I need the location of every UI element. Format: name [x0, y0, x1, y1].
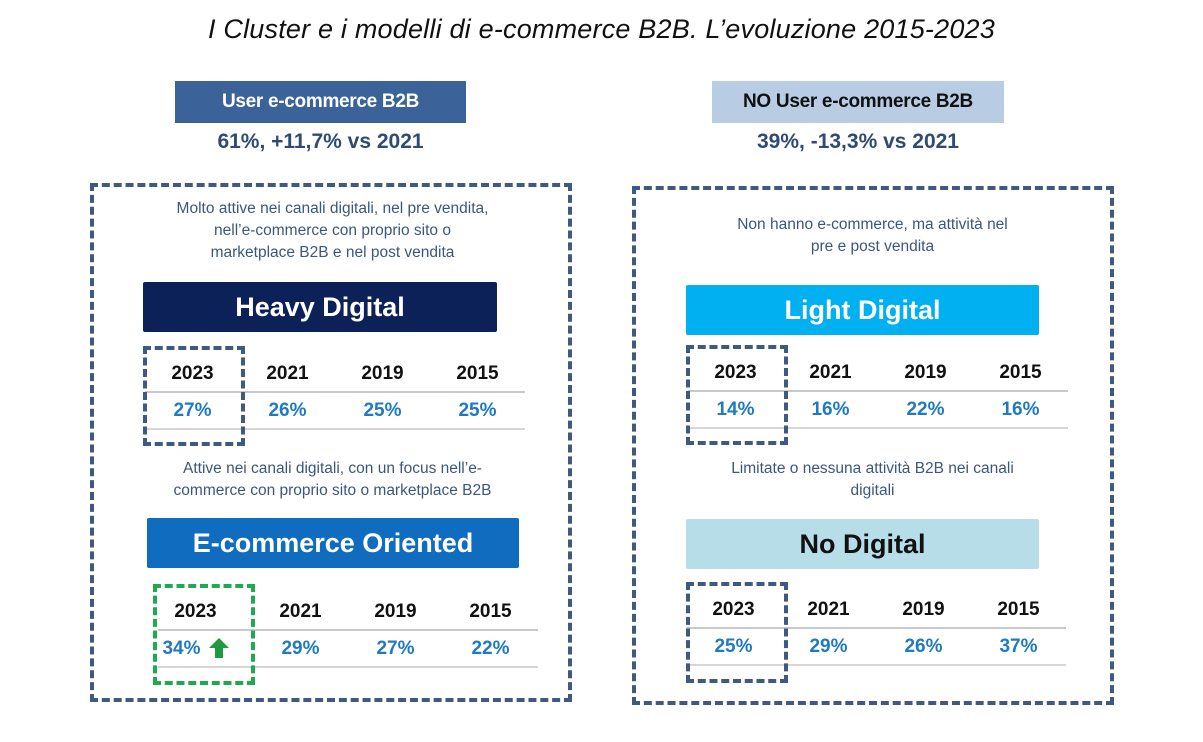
table-value-row: 34% 29% 27% 22% [158, 631, 538, 668]
value-cell: 27% [376, 637, 415, 659]
table-header-row: 2023 2021 2019 2015 [145, 356, 525, 393]
table-value-row: 27% 26% 25% 25% [145, 393, 525, 430]
no-user-ecommerce-header: NO User e-commerce B2B [712, 81, 1004, 123]
value-cell: 29% [809, 635, 848, 657]
value-cell: 26% [904, 635, 943, 657]
value-cell: 16% [811, 398, 850, 420]
light-digital-description: Non hanno e-commerce, ma attività nel pr… [645, 214, 1100, 258]
description-line: Non hanno e-commerce, ma attività nel [737, 216, 1008, 233]
year-cell: 2023 [171, 362, 214, 384]
user-ecommerce-header: User e-commerce B2B [175, 81, 466, 123]
value-text: 34% [162, 637, 201, 659]
table-header-row: 2023 2021 2019 2015 [688, 355, 1068, 392]
year-cell: 2023 [714, 361, 757, 383]
description-line: pre e post vendita [810, 238, 935, 255]
ecommerce-oriented-table: 2023 2021 2019 2015 34% 29% 27% 22% [158, 594, 538, 668]
value-cell: 34% [148, 638, 243, 660]
no-user-ecommerce-stat: 39%, -13,3% vs 2021 [757, 130, 959, 153]
value-cell: 16% [1001, 398, 1040, 420]
no-user-group-box [632, 186, 1114, 705]
table-header-row: 2023 2021 2019 2015 [686, 592, 1066, 629]
description-line: nell’e-commerce con proprio sito o [214, 222, 451, 239]
no-digital-2023-highlight [686, 582, 788, 683]
year-cell: 2021 [279, 600, 322, 622]
year-cell: 2021 [807, 598, 850, 620]
page-title: I Cluster e i modelli di e-commerce B2B.… [207, 14, 995, 44]
value-cell: 29% [281, 637, 320, 659]
value-cell: 25% [714, 635, 753, 657]
table-header-row: 2023 2021 2019 2015 [158, 594, 538, 631]
value-cell: 25% [363, 399, 402, 421]
ecommerce-oriented-description: Attive nei canali digitali, con un focus… [105, 458, 560, 502]
user-ecommerce-stat: 61%, +11,7% vs 2021 [217, 130, 424, 153]
no-digital-table: 2023 2021 2019 2015 25% 29% 26% 37% [686, 592, 1066, 666]
light-digital-2023-highlight [686, 345, 788, 445]
light-digital-label: Light Digital [686, 285, 1039, 335]
description-line: Limitate o nessuna attività B2B nei cana… [731, 460, 1014, 477]
table-value-row: 14% 16% 22% 16% [688, 392, 1068, 429]
year-cell: 2015 [997, 598, 1040, 620]
year-cell: 2015 [999, 361, 1042, 383]
year-cell: 2019 [361, 362, 404, 384]
year-cell: 2023 [174, 600, 217, 622]
user-group-box [90, 183, 572, 702]
year-cell: 2021 [266, 362, 309, 384]
description-line: marketplace B2B e nel post vendita [210, 244, 455, 261]
light-digital-table: 2023 2021 2019 2015 14% 16% 22% 16% [688, 355, 1068, 429]
year-cell: 2019 [904, 361, 947, 383]
table-value-row: 25% 29% 26% 37% [686, 629, 1066, 666]
description-line: digitali [850, 482, 895, 499]
value-cell: 22% [471, 637, 510, 659]
ecommerce-oriented-2023-highlight [153, 584, 255, 685]
heavy-digital-description: Molto attive nei canali digitali, nel pr… [105, 198, 560, 264]
value-cell: 14% [716, 398, 755, 420]
description-line: commerce con proprio sito o marketplace … [173, 482, 492, 499]
heavy-digital-2023-highlight [143, 346, 245, 446]
up-arrow-icon [208, 638, 229, 659]
description-line: Attive nei canali digitali, con un focus… [183, 460, 482, 477]
value-cell: 26% [268, 399, 307, 421]
description-line: Molto attive nei canali digitali, nel pr… [176, 200, 489, 217]
heavy-digital-label: Heavy Digital [143, 282, 497, 332]
ecommerce-oriented-label: E-commerce Oriented [147, 518, 519, 568]
no-digital-description: Limitate o nessuna attività B2B nei cana… [645, 458, 1100, 502]
year-cell: 2015 [456, 362, 499, 384]
heavy-digital-table: 2023 2021 2019 2015 27% 26% 25% 25% [145, 356, 525, 430]
year-cell: 2015 [469, 600, 512, 622]
value-cell: 27% [173, 399, 212, 421]
year-cell: 2019 [374, 600, 417, 622]
no-digital-label: No Digital [686, 519, 1039, 569]
value-cell: 37% [999, 635, 1038, 657]
year-cell: 2019 [902, 598, 945, 620]
value-cell: 25% [458, 399, 497, 421]
year-cell: 2021 [809, 361, 852, 383]
value-cell: 22% [906, 398, 945, 420]
year-cell: 2023 [712, 598, 755, 620]
